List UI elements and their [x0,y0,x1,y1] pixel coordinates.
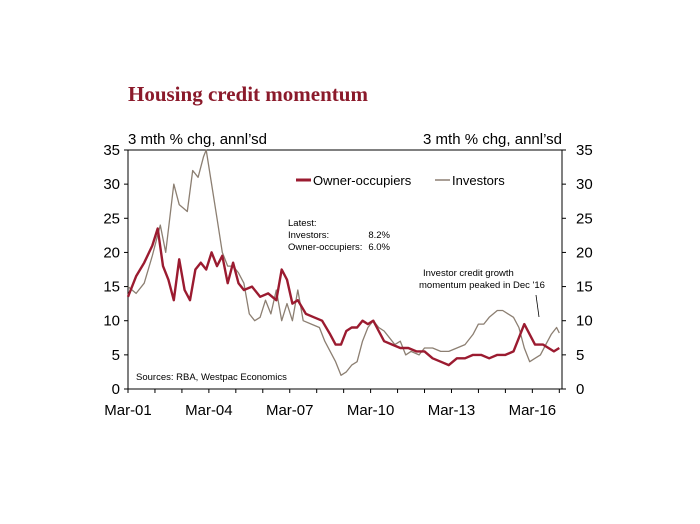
x-tick-label: Mar-01 [104,402,152,419]
latest-values-annotation: Latest: Investors: 8.2% Owner-occupiers:… [288,218,391,253]
y-tick-label-left: 10 [103,313,120,330]
legend-label-owner-occupiers: Owner-occupiers [313,173,412,188]
y-tick-label-left: 20 [103,244,120,261]
y-tick-label-right: 10 [576,313,593,330]
peak-annotation-arrow [535,294,540,318]
y-tick-label-right: 20 [576,244,593,261]
peak-annotation-line1: Investor credit growth [423,268,514,279]
series-line-owner-occupiers [126,227,560,367]
y-axis-ticks: 0 0 5 5 10 10 15 15 20 20 25 25 30 30 35 35 [103,142,592,398]
series-line-investors [127,149,560,376]
x-tick-label: Mar-07 [266,402,314,419]
y-tick-label-left: 0 [112,381,120,398]
x-tick-label: Mar-13 [428,402,476,419]
plot-frame [127,149,563,390]
x-axis-ticks: Mar-01 Mar-04 Mar-07 Mar-10 Mar-13 Mar-16 [104,389,560,419]
peak-annotation: Investor credit growth momentum peaked i… [419,268,545,318]
x-tick-label: Mar-10 [347,402,395,419]
peak-annotation-line2: momentum peaked in Dec '16 [419,280,545,291]
left-axis-unit-label: 3 mth % chg, annl’sd [128,131,267,148]
x-tick-label: Mar-04 [185,402,233,419]
y-tick-label-left: 5 [112,347,120,364]
series-lines [126,149,560,376]
latest-investors-value: 8.2% [368,230,390,241]
latest-oo-label: Owner-occupiers: [288,242,362,253]
source-note: Sources: RBA, Westpac Economics [136,372,287,383]
latest-title: Latest: [288,218,317,229]
y-tick-label-left: 15 [103,279,120,296]
legend-label-investors: Investors [452,173,505,188]
right-axis-unit-label: 3 mth % chg, annl’sd [423,131,562,148]
chart-title: Housing credit momentum [128,82,368,106]
latest-investors-label: Investors: [288,230,329,241]
y-tick-label-right: 15 [576,279,593,296]
y-tick-label-left: 30 [103,176,120,193]
y-tick-label-left: 25 [103,210,120,227]
latest-oo-value: 6.0% [368,242,390,253]
x-tick-label: Mar-16 [509,402,557,419]
y-tick-label-right: 25 [576,210,593,227]
y-tick-label-right: 30 [576,176,593,193]
y-tick-label-left: 35 [103,142,120,159]
y-tick-label-right: 5 [576,347,584,364]
legend: Owner-occupiers Investors [296,173,505,188]
y-tick-label-right: 35 [576,142,593,159]
y-tick-label-right: 0 [576,381,584,398]
